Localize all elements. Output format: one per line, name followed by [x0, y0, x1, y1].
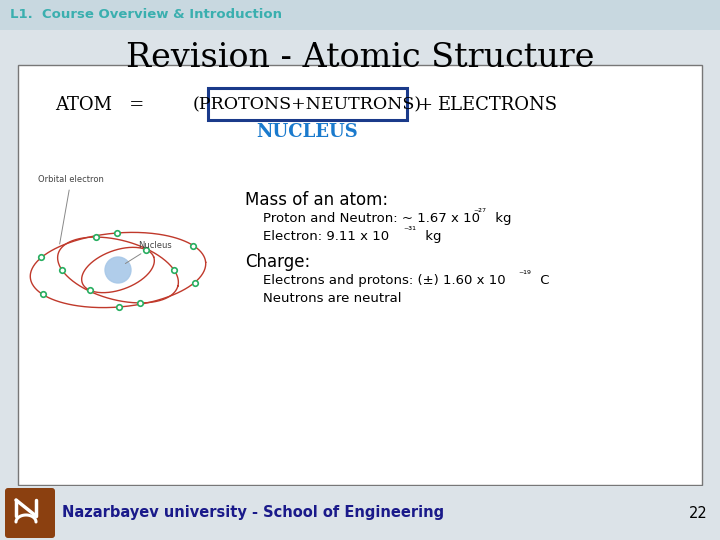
Text: Revision - Atomic Structure: Revision - Atomic Structure [126, 42, 594, 74]
Text: Nucleus: Nucleus [125, 240, 172, 264]
Text: ⁻¹⁹: ⁻¹⁹ [518, 270, 531, 280]
Text: Neutrons are neutral: Neutrons are neutral [263, 292, 402, 305]
Text: Orbital electron: Orbital electron [38, 176, 104, 244]
Text: ATOM   =: ATOM = [55, 96, 144, 114]
Text: Mass of an atom:: Mass of an atom: [245, 191, 388, 209]
Text: 22: 22 [688, 505, 707, 521]
Text: Nazarbayev university - School of Engineering: Nazarbayev university - School of Engine… [62, 505, 444, 521]
Text: NUCLEUS: NUCLEUS [256, 123, 359, 141]
FancyBboxPatch shape [0, 0, 720, 30]
Text: L1.  Course Overview & Introduction: L1. Course Overview & Introduction [10, 9, 282, 22]
Text: ⁻³¹: ⁻³¹ [403, 226, 416, 236]
Text: kg: kg [491, 212, 511, 225]
FancyBboxPatch shape [5, 488, 55, 538]
Text: kg: kg [421, 230, 441, 243]
Text: Electron: 9.11 x 10: Electron: 9.11 x 10 [263, 230, 389, 243]
Text: ELECTRONS: ELECTRONS [437, 96, 557, 114]
Circle shape [105, 257, 131, 283]
FancyBboxPatch shape [208, 88, 407, 120]
FancyBboxPatch shape [18, 65, 702, 485]
Text: Electrons and protons: (±) 1.60 x 10: Electrons and protons: (±) 1.60 x 10 [263, 274, 505, 287]
Text: Charge:: Charge: [245, 253, 310, 271]
Text: +: + [417, 96, 432, 114]
FancyBboxPatch shape [0, 486, 720, 540]
Text: ⁻²⁷: ⁻²⁷ [473, 208, 486, 218]
Text: Proton and Neutron: ~ 1.67 x 10: Proton and Neutron: ~ 1.67 x 10 [263, 212, 480, 225]
Text: C: C [536, 274, 549, 287]
Text: (PROTONS+NEUTRONS): (PROTONS+NEUTRONS) [193, 97, 422, 113]
